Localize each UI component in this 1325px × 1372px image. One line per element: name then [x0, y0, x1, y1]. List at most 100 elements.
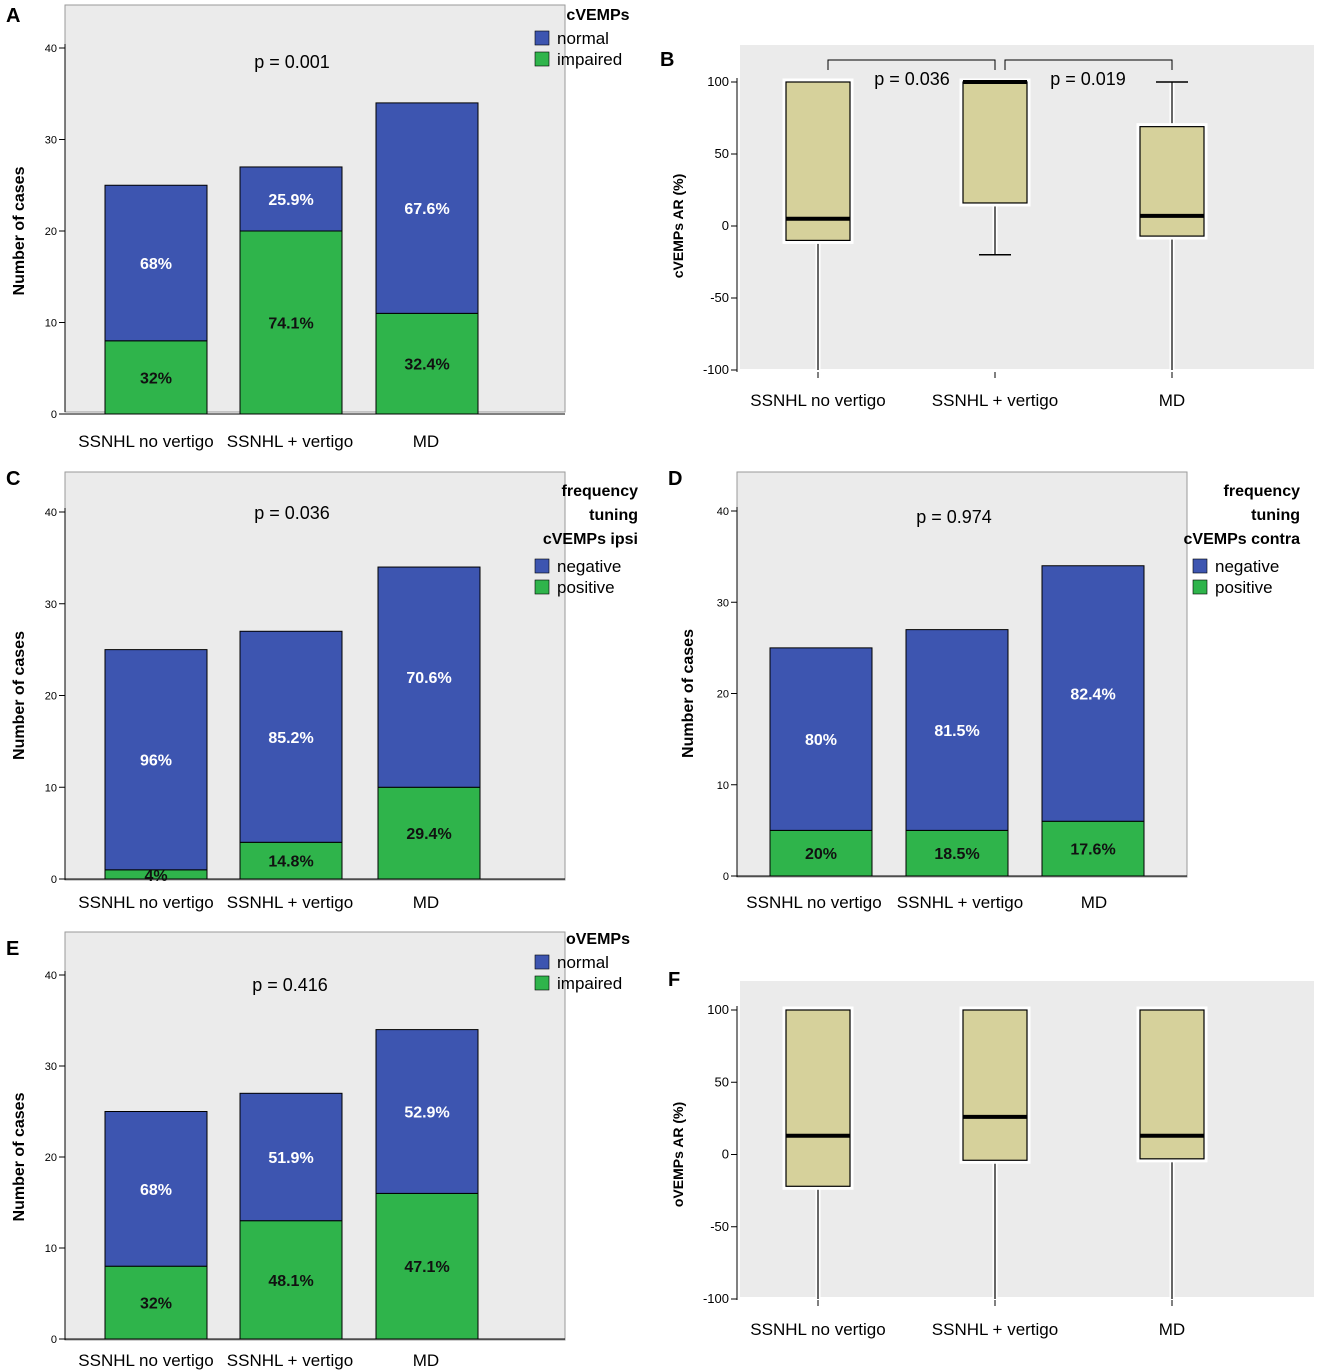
- y-tick-label: 40: [45, 43, 57, 55]
- x-tick-label: SSNHL no vertigo: [78, 893, 213, 912]
- y-tick-label: 10: [45, 782, 57, 794]
- data-label: 82.4%: [1070, 687, 1115, 704]
- legend-title: cVEMPs ipsi: [543, 531, 638, 548]
- box: [1136, 81, 1208, 370]
- x-tick-label: MD: [1159, 1320, 1185, 1339]
- y-tick-label: 10: [717, 780, 729, 792]
- bar-impaired: [104, 1265, 208, 1340]
- data-label: 74.1%: [268, 316, 313, 333]
- y-tick-label: 50: [715, 146, 729, 161]
- legend-label: negative: [557, 557, 621, 576]
- y-tick-label: 40: [45, 507, 57, 519]
- comparison-bracket: [1004, 59, 1173, 70]
- bar-negative: [377, 566, 481, 788]
- data-label: 32%: [140, 370, 172, 387]
- chart-title: p = 0.416: [252, 975, 328, 995]
- data-label: 70.6%: [406, 670, 451, 687]
- y-axis-label: Number of cases: [680, 629, 697, 758]
- y-tick-label: 30: [45, 135, 57, 147]
- panel-letter: D: [668, 468, 682, 490]
- bar-impaired: [375, 1192, 479, 1340]
- y-tick-label: 0: [722, 218, 729, 233]
- legend-title: tuning: [1251, 507, 1300, 524]
- y-tick-label: 0: [51, 409, 57, 421]
- y-tick-label: 50: [715, 1074, 729, 1089]
- bar-impaired: [239, 1220, 343, 1340]
- bar-normal: [104, 184, 208, 342]
- x-tick-label: MD: [413, 1351, 439, 1370]
- data-label: 68%: [140, 256, 172, 273]
- y-tick-label: 0: [51, 1334, 57, 1346]
- y-tick-label: 20: [45, 691, 57, 703]
- data-label: 32.4%: [404, 357, 449, 374]
- box: [782, 1006, 854, 1299]
- legend-label: normal: [557, 953, 609, 972]
- bar-negative: [239, 630, 343, 843]
- legend-title: cVEMPs: [566, 7, 629, 24]
- bar-positive: [769, 829, 873, 877]
- y-axis-label: Number of cases: [11, 631, 28, 760]
- legend-swatch: [534, 954, 550, 970]
- comparison-bracket: [827, 59, 996, 70]
- legend-label: impaired: [557, 50, 622, 69]
- box: [782, 78, 854, 370]
- y-tick-label: -100: [703, 1291, 729, 1306]
- y-tick-label: 0: [723, 871, 729, 883]
- legend-label: negative: [1215, 557, 1279, 576]
- panel-letter: E: [6, 938, 19, 960]
- data-label: 51.9%: [268, 1150, 313, 1167]
- bar-normal: [375, 102, 479, 314]
- legend-title: frequency: [1224, 483, 1301, 500]
- data-label: 48.1%: [268, 1273, 313, 1290]
- y-tick-label: 30: [45, 599, 57, 611]
- legend-swatch: [534, 579, 550, 595]
- y-tick-label: 20: [717, 689, 729, 701]
- y-tick-label: 10: [45, 1243, 57, 1255]
- bar-impaired: [375, 312, 479, 415]
- box-body: [962, 1009, 1028, 1161]
- legend-title: tuning: [589, 507, 638, 524]
- panel-B: B -100 -50 0 50 100 cVEMPs AR (%) SSNHL no vert…: [660, 39, 1320, 410]
- x-tick-label: SSNHL no vertigo: [746, 893, 881, 912]
- panel-C: C 0 10 20 30 40 Number of cases SSNHL no vertig…: [6, 468, 638, 912]
- box-body: [785, 81, 851, 241]
- legend-swatch: [534, 558, 550, 574]
- chart-title: p = 0.974: [916, 507, 992, 527]
- x-tick-label: SSNHL no vertigo: [78, 432, 213, 451]
- panel-E: E 0 10 20 30 40 Number of cases SSNHL no vertig…: [6, 931, 630, 1370]
- legend: frequency tuning cVEMPs ipsi negative positi…: [534, 483, 639, 597]
- legend-label: positive: [557, 578, 615, 597]
- legend-title: oVEMPs: [566, 931, 630, 948]
- panel-letter: A: [6, 5, 20, 27]
- data-label: 47.1%: [404, 1259, 449, 1276]
- y-tick-label: -50: [710, 290, 729, 305]
- y-axis-label: cVEMPs AR (%): [670, 174, 686, 279]
- panel-letter: F: [668, 969, 680, 991]
- y-axis-label: oVEMPs AR (%): [670, 1102, 686, 1207]
- legend-swatch: [534, 30, 550, 46]
- bar-negative: [1041, 565, 1145, 822]
- y-tick-label: 40: [45, 970, 57, 982]
- bar-normal: [375, 1029, 479, 1194]
- x-tick-label: SSNHL + vertigo: [932, 391, 1058, 410]
- x-tick-label: SSNHL no vertigo: [78, 1351, 213, 1370]
- data-label: 52.9%: [404, 1105, 449, 1122]
- bar-normal: [239, 166, 343, 232]
- bar-impaired: [104, 340, 208, 415]
- x-tick-label: MD: [413, 432, 439, 451]
- panel-A: A 0 10 20 30 40 Number of cases SSNHL no vertig…: [6, 4, 630, 451]
- data-label: 17.6%: [1070, 842, 1115, 859]
- legend: frequency tuning cVEMPs contra negative posi…: [1184, 483, 1301, 597]
- data-label: 80%: [805, 732, 837, 749]
- x-tick-label: SSNHL + vertigo: [897, 893, 1023, 912]
- data-label: 96%: [140, 753, 172, 770]
- legend-swatch: [1192, 558, 1208, 574]
- legend: oVEMPs normal impaired: [534, 931, 630, 993]
- legend-title: frequency: [562, 483, 639, 500]
- chart-title: p = 0.036: [254, 503, 330, 523]
- chart-title: p = 0.001: [254, 52, 330, 72]
- bar-normal: [239, 1092, 343, 1222]
- x-tick-label: SSNHL + vertigo: [932, 1320, 1058, 1339]
- panel-letter: B: [660, 49, 674, 71]
- bar-positive: [1041, 820, 1145, 877]
